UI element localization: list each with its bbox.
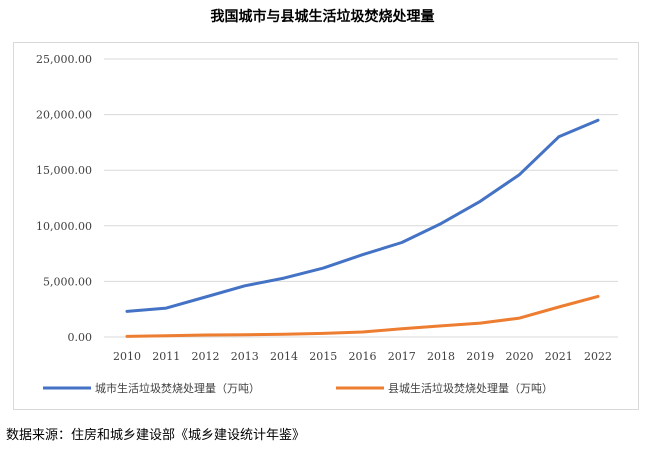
y-tick-label: 25,000.00 (36, 53, 92, 66)
x-tick-label: 2011 (152, 350, 180, 363)
y-tick-label: 15,000.00 (36, 164, 92, 177)
x-tick-label: 2012 (192, 350, 220, 363)
x-tick-label: 2022 (584, 350, 612, 363)
x-tick-label: 2014 (270, 350, 298, 363)
legend: 城市生活垃圾焚烧处理量（万吨） 县城生活垃圾焚烧处理量（万吨） (43, 381, 553, 395)
legend-label: 县城生活垃圾焚烧处理量（万吨） (388, 381, 553, 395)
data-source-note: 数据来源：住房和城乡建设部《城乡建设统计年鉴》 (6, 428, 306, 443)
x-tick-label: 2016 (349, 350, 377, 363)
chart-frame (13, 42, 639, 410)
x-axis-ticks: 2010 2011 2012 2013 2014 2015 2016 2017 2018 2019… (113, 350, 612, 363)
series-lines (125, 118, 600, 338)
y-tick-label: 0.00 (68, 331, 93, 344)
x-tick-label: 2015 (309, 350, 337, 363)
y-tick-label: 20,000.00 (36, 109, 92, 122)
gridlines (104, 58, 618, 338)
x-tick-label: 2020 (506, 350, 534, 363)
x-tick-label: 2021 (545, 350, 573, 363)
x-tick-label: 2019 (466, 350, 494, 363)
chart-title: 我国城市与县城生活垃圾焚烧处理量 (210, 9, 435, 25)
series-line-county (125, 294, 600, 338)
x-tick-label: 2018 (427, 350, 455, 363)
x-tick-label: 2013 (231, 350, 259, 363)
x-tick-label: 2017 (388, 350, 416, 363)
series-line-city (125, 118, 600, 313)
y-tick-label: 5,000.00 (43, 275, 92, 288)
x-tick-label: 2010 (113, 350, 141, 363)
y-tick-label: 10,000.00 (36, 220, 92, 233)
legend-label: 城市生活垃圾焚烧处理量（万吨） (95, 381, 260, 395)
y-axis-ticks: 0.00 5,000.00 10,000.00 15,000.00 20,000.00 2… (36, 53, 92, 344)
